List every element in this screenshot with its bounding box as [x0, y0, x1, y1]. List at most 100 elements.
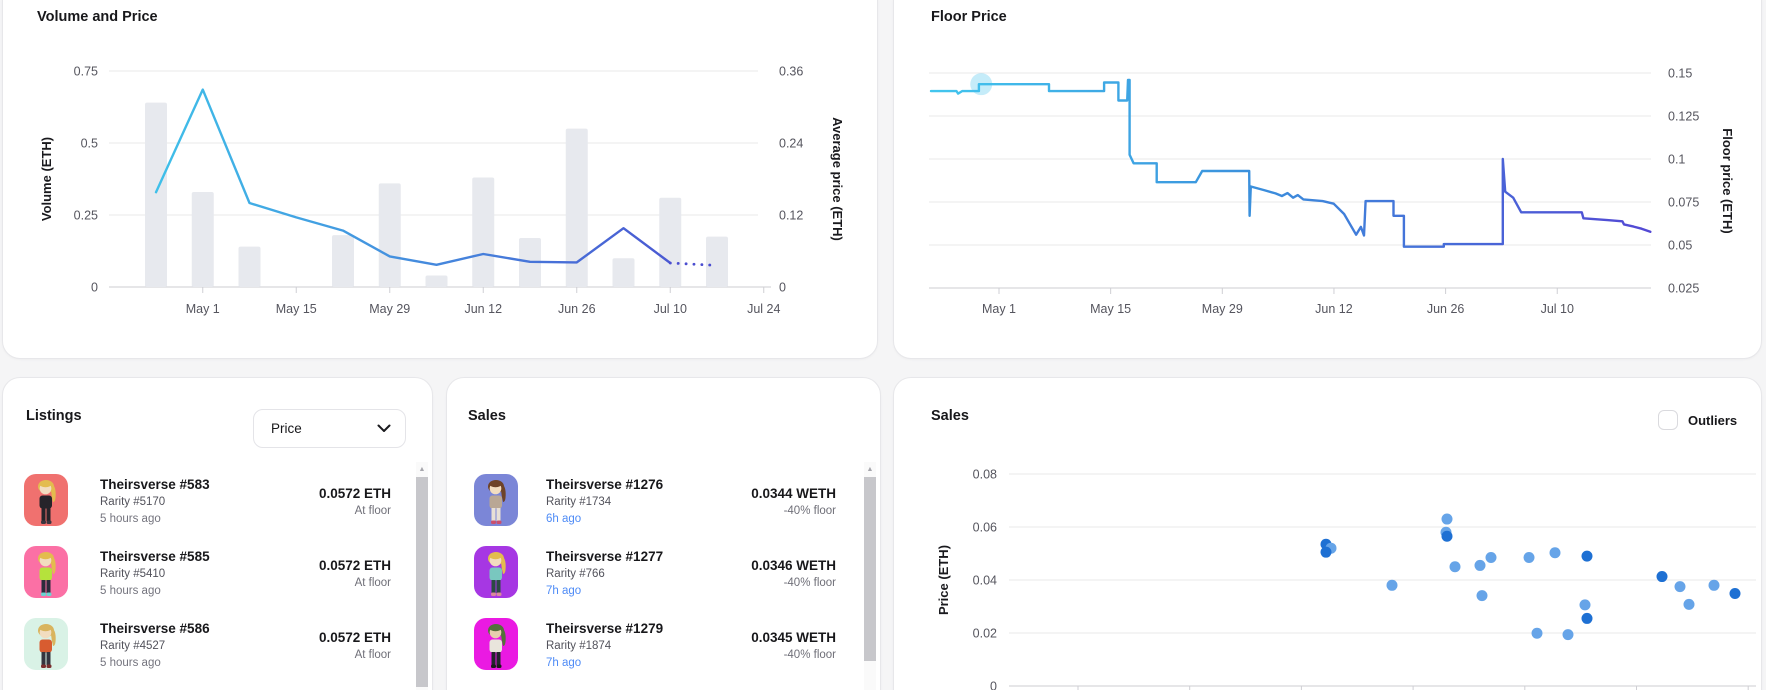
y-right-axis-label: Average price (ETH)	[830, 117, 845, 241]
nft-price: 0.0572 ETH	[318, 558, 391, 573]
sale-point[interactable]	[1708, 579, 1720, 591]
outliers-label: Outliers	[1688, 413, 1738, 428]
nft-time[interactable]: 6h ago	[546, 513, 582, 525]
sale-point[interactable]	[1441, 530, 1453, 542]
x-tick-label: May 29	[369, 302, 410, 316]
nft-time[interactable]: 7h ago	[546, 657, 582, 669]
y-tick-label: 0.05	[1668, 239, 1692, 253]
y-tick-label: 0.06	[973, 521, 997, 535]
volume-bar	[238, 246, 261, 287]
nft-price-note: At floor	[354, 505, 391, 517]
y-tick-label: 0.04	[973, 574, 997, 588]
y-tick-label: 0.08	[973, 468, 997, 482]
sale-point[interactable]	[1562, 629, 1574, 641]
sales-list-title: Sales	[468, 408, 506, 424]
y-axis-label: Floor price (ETH)	[1720, 128, 1735, 233]
sale-point[interactable]	[1386, 579, 1398, 591]
nft-name[interactable]: Theirsverse #585	[100, 549, 210, 564]
nft-name[interactable]: Theirsverse #1277	[546, 549, 664, 564]
volume-bar	[612, 258, 635, 287]
x-tick-label: May 15	[1090, 302, 1131, 316]
sales-scatter-panel: 0.08 0.06 0.04 0.02 0 Price (ETH) Sales Outli…	[893, 377, 1762, 690]
sale-point[interactable]	[1485, 551, 1497, 563]
volume-bar	[332, 235, 354, 287]
y-right-tick-label: 0	[779, 281, 786, 295]
y-left-tick-label: 0.25	[74, 209, 98, 223]
x-tick-label: May 29	[1202, 302, 1243, 316]
volume-bar	[472, 177, 495, 287]
nft-price-note: At floor	[354, 649, 391, 661]
x-tick-label: Jun 12	[464, 302, 502, 316]
nft-name[interactable]: Theirsverse #583	[100, 477, 210, 492]
nft-time: 5 hours ago	[100, 585, 161, 597]
sale-point[interactable]	[1579, 599, 1591, 611]
y-tick-label: 0.125	[1668, 110, 1699, 124]
nft-list-item[interactable]: Theirsverse #585 Rarity #5410 5 hours ago 0…	[3, 546, 432, 618]
nft-avatar	[24, 474, 68, 526]
scroll-up-icon[interactable]: ▲	[418, 466, 426, 473]
volume-bar	[659, 197, 682, 287]
sale-point[interactable]	[1474, 559, 1486, 571]
sale-point[interactable]	[1531, 627, 1543, 639]
x-tick-label: May 15	[276, 302, 317, 316]
nft-name[interactable]: Theirsverse #1276	[546, 477, 664, 492]
sales-scatter-chart: 0.08 0.06 0.04 0.02 0 Price (ETH)	[936, 468, 1756, 690]
volume-bar	[425, 275, 448, 287]
chevron-down-icon	[377, 424, 391, 432]
x-tick-label: Jun 26	[1427, 302, 1465, 316]
nft-name[interactable]: Theirsverse #586	[100, 621, 210, 636]
nft-list-item[interactable]: Theirsverse #1277 Rarity #766 7h ago 0.0346…	[447, 546, 880, 618]
sales-scatter-title: Sales	[931, 408, 969, 424]
volume-bar	[191, 191, 214, 287]
volume-bar	[565, 128, 588, 287]
scroll-up-icon[interactable]: ▲	[866, 466, 874, 473]
sale-point[interactable]	[1523, 551, 1535, 563]
nft-list-item[interactable]: Theirsverse #1276 Rarity #1734 6h ago 0.034…	[447, 474, 880, 546]
sale-point[interactable]	[1320, 546, 1332, 558]
sale-point[interactable]	[1729, 588, 1741, 600]
nft-time[interactable]: 7h ago	[546, 585, 582, 597]
volume-bar	[378, 183, 401, 287]
nft-price-note: -40% floor	[783, 649, 836, 661]
x-tick-label: Jun 12	[1315, 302, 1353, 316]
avg-price-line	[154, 88, 672, 266]
nft-rarity: Rarity #766	[546, 568, 605, 580]
sale-point[interactable]	[1549, 547, 1561, 559]
sale-point[interactable]	[1476, 590, 1488, 602]
sales-scrollbar[interactable]: ▲	[864, 462, 876, 690]
nft-time: 5 hours ago	[100, 513, 161, 525]
y-tick-label: 0.02	[973, 627, 997, 641]
nft-list-item[interactable]: Theirsverse #583 Rarity #5170 5 hours ago 0…	[3, 474, 432, 546]
floor-price-chart: May 1 May 15 May 29 Jun 12 Jun 26 Jul 10 0.15 0…	[929, 67, 1735, 316]
floor-price-panel: May 1 May 15 May 29 Jun 12 Jun 26 Jul 10 0.15 0…	[893, 0, 1762, 359]
sale-point[interactable]	[1656, 571, 1668, 583]
sale-point[interactable]	[1441, 513, 1453, 525]
volume-price-panel: May 1 May 15 May 29 Jun 12 Jun 26 Jul 10 Jul 2…	[2, 0, 878, 359]
nft-name[interactable]: Theirsverse #1279	[546, 621, 664, 636]
sales-scrollbar-thumb[interactable]	[864, 477, 876, 661]
y-right-tick-label: 0.12	[779, 209, 803, 223]
outliers-checkbox[interactable]	[1658, 410, 1678, 430]
nft-price: 0.0345 WETH	[751, 630, 836, 645]
avg-price-line-projected	[668, 261, 719, 267]
sale-point[interactable]	[1581, 550, 1593, 562]
nft-avatar	[474, 618, 518, 670]
sale-point[interactable]	[1581, 612, 1593, 624]
y-left-tick-label: 0	[91, 281, 98, 295]
volume-price-chart: May 1 May 15 May 29 Jun 12 Jun 26 Jul 10 Jul 2…	[39, 65, 845, 317]
sale-point[interactable]	[1449, 561, 1461, 573]
sale-point[interactable]	[1674, 581, 1686, 593]
listings-sort-dropdown[interactable]: Price	[253, 409, 406, 448]
y-tick-label: 0	[990, 680, 997, 690]
sale-point[interactable]	[1683, 598, 1695, 610]
listings-list: Theirsverse #583 Rarity #5170 5 hours ago 0…	[3, 466, 432, 690]
y-axis-label: Price (ETH)	[936, 545, 951, 615]
nft-rarity: Rarity #5170	[100, 496, 166, 508]
nft-price-note: At floor	[354, 577, 391, 589]
nft-list-item[interactable]: Theirsverse #1279 Rarity #1874 7h ago 0.034…	[447, 618, 880, 690]
nft-list-item[interactable]: Theirsverse #586 Rarity #4527 5 hours ago 0…	[3, 618, 432, 690]
listings-scrollbar-thumb[interactable]	[416, 477, 428, 687]
listings-scrollbar[interactable]: ▲	[416, 462, 428, 690]
nft-price: 0.0346 WETH	[751, 558, 836, 573]
y-tick-label: 0.1	[1668, 153, 1685, 167]
